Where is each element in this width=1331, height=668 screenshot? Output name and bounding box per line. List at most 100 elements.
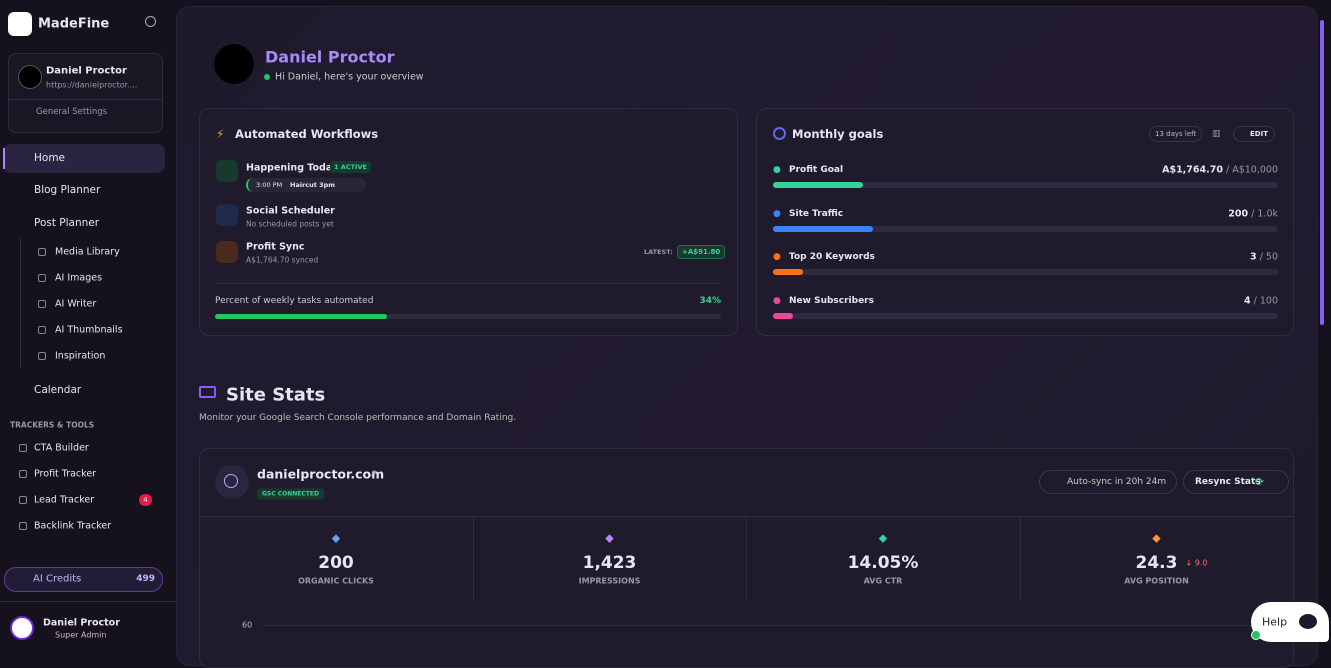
gsc-badge: GSC CONNECTED <box>257 488 324 500</box>
brand: MadeFine <box>38 16 110 32</box>
sub-nav-item[interactable]: AI Images <box>55 272 103 284</box>
tool-item[interactable]: Profit Tracker <box>34 468 97 480</box>
tool-item[interactable]: Backlink Tracker <box>34 520 112 532</box>
goal-label: New Subscribers <box>789 295 874 306</box>
nav-item[interactable]: Home <box>34 152 66 164</box>
tool-icon <box>19 522 27 530</box>
progress-fill <box>215 314 388 319</box>
tree-line <box>20 238 21 368</box>
resync-icon: ⟳ <box>1255 475 1265 489</box>
tool-icon <box>19 496 27 504</box>
stat-icon: ◆ <box>1152 531 1161 545</box>
goal-fill <box>773 182 863 188</box>
resync-button[interactable]: Resync Stats <box>1183 470 1289 494</box>
online-dot <box>1251 630 1261 640</box>
settings-link[interactable]: General Settings <box>36 107 108 117</box>
event-pill <box>246 178 366 192</box>
goal-fill <box>773 312 793 319</box>
stat-label: AVG CTR <box>863 576 903 586</box>
item-sub: A$1,764.70 synced <box>246 255 319 265</box>
goal-label: Profit Goal <box>789 165 844 175</box>
column-divider <box>1019 516 1021 602</box>
goal-label: Top 20 Keywords <box>789 252 875 262</box>
credits-pill[interactable] <box>4 567 163 592</box>
card-title: Automated Workflows <box>235 127 379 141</box>
sub-nav-item[interactable]: AI Thumbnails <box>55 324 123 336</box>
sub-nav-item[interactable]: Media Library <box>55 246 120 258</box>
stat-value: 14.05% <box>847 553 919 573</box>
item-title: Profit Sync <box>246 241 305 253</box>
edit-button[interactable]: EDIT <box>1233 126 1275 142</box>
axis-label: 60 <box>242 620 253 630</box>
credits-label: AI Credits <box>33 573 82 585</box>
account-name: Daniel Proctor <box>46 65 127 77</box>
goal-track <box>773 269 1278 275</box>
external-link[interactable]: ↗ <box>369 468 378 480</box>
share-icon <box>216 204 238 226</box>
tool-item[interactable]: CTA Builder <box>34 442 89 454</box>
tool-icon <box>19 444 27 452</box>
chat-icon <box>1299 614 1317 629</box>
greeting: Hi Daniel, here's your overview <box>275 71 424 83</box>
domain: danielproctor.com <box>257 466 385 482</box>
user-role: Super Admin <box>55 630 107 640</box>
sub-nav-item[interactable]: Inspiration <box>55 350 106 362</box>
goal-track <box>773 182 1278 188</box>
nav-item[interactable]: Post Planner <box>34 217 100 229</box>
days-left: 13 days left <box>1149 126 1203 142</box>
chart-toggle[interactable]: ▥ <box>1212 129 1221 139</box>
stat-icon: ◆ <box>331 531 341 545</box>
latest-label: LATEST: <box>644 248 673 256</box>
goal-value: 4 <box>1243 295 1251 306</box>
progress-label: Percent of weekly tasks automated <box>215 296 374 306</box>
sub-icon <box>38 300 46 308</box>
active-badge: 1 ACTIVE <box>330 161 371 173</box>
lead-badge: 4 <box>139 494 152 506</box>
stat-icon: ◆ <box>605 531 614 545</box>
nav-item[interactable]: Blog Planner <box>34 184 101 196</box>
stat-label: IMPRESSIONS <box>578 576 641 586</box>
profile-avatar <box>214 44 254 84</box>
workflows-card <box>199 108 738 336</box>
user-name: Daniel Proctor <box>43 617 120 629</box>
nav-item[interactable]: Calendar <box>34 384 82 396</box>
stat-label: AVG POSITION <box>1124 576 1189 586</box>
tool-item[interactable]: Lead Tracker <box>34 494 95 506</box>
globe-glyph <box>224 474 238 488</box>
scrollbar[interactable] <box>1320 20 1324 325</box>
section-label: TRACKERS & TOOLS <box>10 420 95 430</box>
stat-change: ↓ 9.0 <box>1185 558 1208 568</box>
column-divider <box>746 516 747 602</box>
goal-fill <box>773 269 803 275</box>
user-avatar <box>10 616 34 640</box>
sub-nav-item[interactable]: AI Writer <box>55 298 97 310</box>
goal-target: / 50 <box>1259 251 1278 263</box>
page: MadeFine Daniel Proctor https://danielpr… <box>0 6 1329 668</box>
theme-toggle[interactable] <box>145 16 156 27</box>
help-label: Help <box>1262 615 1288 629</box>
bolt-icon: ⚡ <box>216 127 225 141</box>
goals-card <box>756 108 1294 336</box>
item-title: Social Scheduler <box>246 205 335 217</box>
goal-icon: ● <box>773 208 781 219</box>
stat-icon: ◆ <box>878 531 888 545</box>
stat-value: 1,423 <box>582 553 637 573</box>
divider <box>215 283 721 284</box>
divider <box>9 99 162 100</box>
goal-icon: ● <box>773 252 781 262</box>
profile-name: Daniel Proctor <box>265 47 395 67</box>
goal-fill <box>773 225 873 232</box>
goal-target: / 1.0k <box>1251 208 1278 219</box>
goal-value: A$1,764.70 <box>1162 164 1223 176</box>
target-icon <box>773 127 786 140</box>
goal-value: 3 <box>1250 251 1257 263</box>
account-url: https://danielproctor.... <box>46 80 138 90</box>
column-divider <box>472 516 474 602</box>
active-nav <box>3 144 165 173</box>
sub-icon <box>38 352 46 360</box>
credits-value: 499 <box>136 574 155 584</box>
monitor-icon <box>199 386 216 398</box>
sub-icon <box>38 248 46 256</box>
calendar-icon <box>216 160 238 182</box>
account-avatar <box>18 65 42 89</box>
